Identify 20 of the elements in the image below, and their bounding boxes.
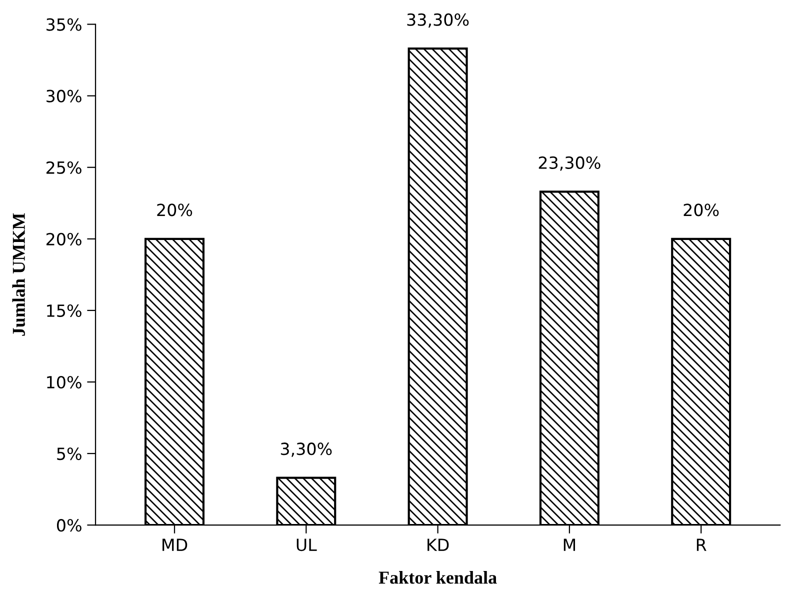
y-tick-label: 15% [47,304,82,318]
y-tick-label: 5% [57,447,82,460]
x-tick-label: MD [162,538,188,551]
x-tick-label: R [696,538,706,551]
y-tick-label: 10% [47,376,82,389]
y-tick-label: 35% [46,18,82,31]
x-tick-label: UL [296,538,317,552]
data-label: 20% [684,204,719,216]
y-tick-label: 25% [46,161,82,174]
data-label: 3,30% [280,442,332,457]
y-tick-label: 20% [46,232,82,246]
x-tick-label: M [564,538,576,551]
x-axis-title: Faktor kendala [378,571,497,584]
data-label: 20% [157,204,192,216]
y-tick-label: 30% [46,90,82,102]
data-label: 33,30% [407,13,469,28]
y-axis-title: Jumlah UMKM [12,213,25,336]
x-tick-label: KD [428,538,449,551]
data-label: 23,30% [538,156,600,171]
y-tick-label: 0% [56,519,82,532]
